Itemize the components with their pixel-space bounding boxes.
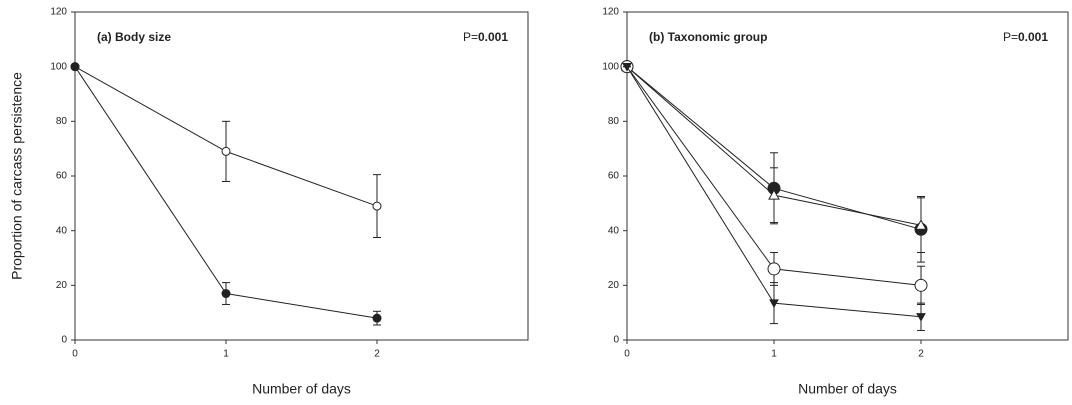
marker (916, 313, 926, 322)
x-tick-label: 0 (72, 349, 78, 360)
marker (769, 299, 779, 309)
marker (221, 146, 231, 156)
y-tick-label: 120 (602, 7, 619, 18)
x-axis-label: Number of days (252, 381, 351, 397)
y-tick-label: 60 (608, 171, 620, 182)
panel-title: (b) Taxonomic group (649, 30, 767, 44)
p-number: 0.001 (478, 30, 508, 44)
panel-title: (a) Body size (97, 30, 171, 44)
y-tick-label: 20 (608, 280, 620, 291)
x-tick-label: 2 (374, 349, 380, 360)
y-tick-label: 120 (50, 7, 67, 18)
y-tick-label: 60 (56, 171, 68, 182)
marker (767, 262, 781, 276)
marker (221, 289, 231, 299)
marker (372, 201, 382, 211)
y-tick-label: 80 (608, 116, 620, 127)
x-tick-label: 2 (918, 349, 924, 360)
marker (768, 189, 780, 200)
y-tick-label: 80 (56, 116, 68, 127)
y-axis-label: Proportion of carcass persistence (9, 72, 25, 280)
y-tick-label: 0 (613, 335, 619, 346)
p-prefix: P= (1003, 30, 1018, 44)
marker (915, 219, 927, 230)
x-tick-label: 1 (223, 349, 229, 360)
x-axis-label: Number of days (798, 381, 897, 397)
series-line (74, 66, 378, 319)
y-tick-label: 100 (602, 61, 619, 72)
p-number: 0.001 (1018, 30, 1048, 44)
p-value: P=0.001 (1003, 30, 1048, 44)
marker (914, 278, 928, 292)
y-tick-label: 0 (61, 335, 67, 346)
marker (622, 62, 632, 72)
marker (372, 313, 382, 323)
y-tick-label: 40 (608, 225, 620, 236)
y-tick-label: 20 (56, 280, 68, 291)
x-tick-label: 0 (624, 349, 630, 360)
y-tick-label: 40 (56, 225, 68, 236)
y-tick-label: 100 (50, 61, 67, 72)
x-tick-label: 1 (771, 349, 777, 360)
p-value: P=0.001 (463, 30, 508, 44)
plot-frame (626, 11, 1069, 341)
plot-frame (74, 11, 529, 341)
p-prefix: P= (463, 30, 478, 44)
marker (70, 62, 80, 72)
